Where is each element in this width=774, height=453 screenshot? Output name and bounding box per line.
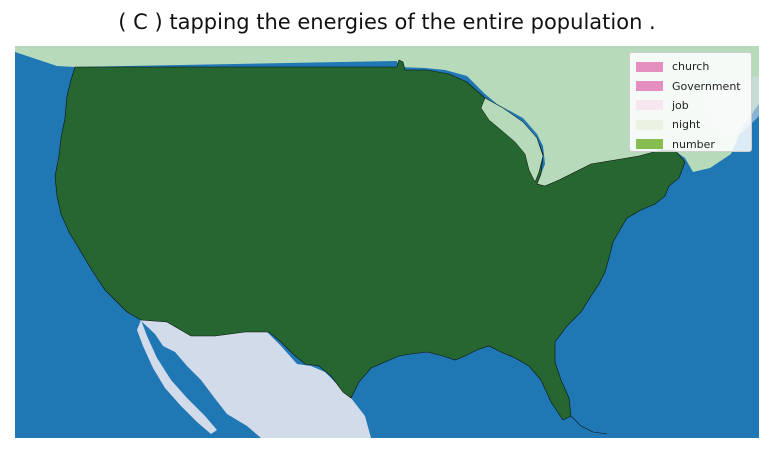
florida-keys xyxy=(570,415,608,435)
legend-label: job xyxy=(672,98,689,112)
legend-item: Government xyxy=(636,76,745,95)
mexico-region xyxy=(140,320,371,438)
legend-label: church xyxy=(672,60,710,74)
legend-swatch xyxy=(636,81,663,92)
legend-swatch xyxy=(636,139,663,150)
map-legend: church Government job night number xyxy=(629,52,752,152)
legend-item: number xyxy=(636,135,745,154)
legend-swatch xyxy=(636,100,663,111)
canada-region xyxy=(15,46,759,188)
legend-label: night xyxy=(672,118,701,132)
great-lakes xyxy=(480,97,544,183)
baja-peninsula xyxy=(137,320,217,434)
legend-swatch xyxy=(636,119,663,130)
legend-item: night xyxy=(636,115,745,134)
legend-label: number xyxy=(672,137,715,151)
legend-item: church xyxy=(636,57,745,76)
map-title: ( C ) tapping the energies of the entire… xyxy=(118,10,656,34)
legend-item: job xyxy=(636,96,745,115)
legend-swatch xyxy=(636,61,663,72)
legend-label: Government xyxy=(672,79,741,93)
